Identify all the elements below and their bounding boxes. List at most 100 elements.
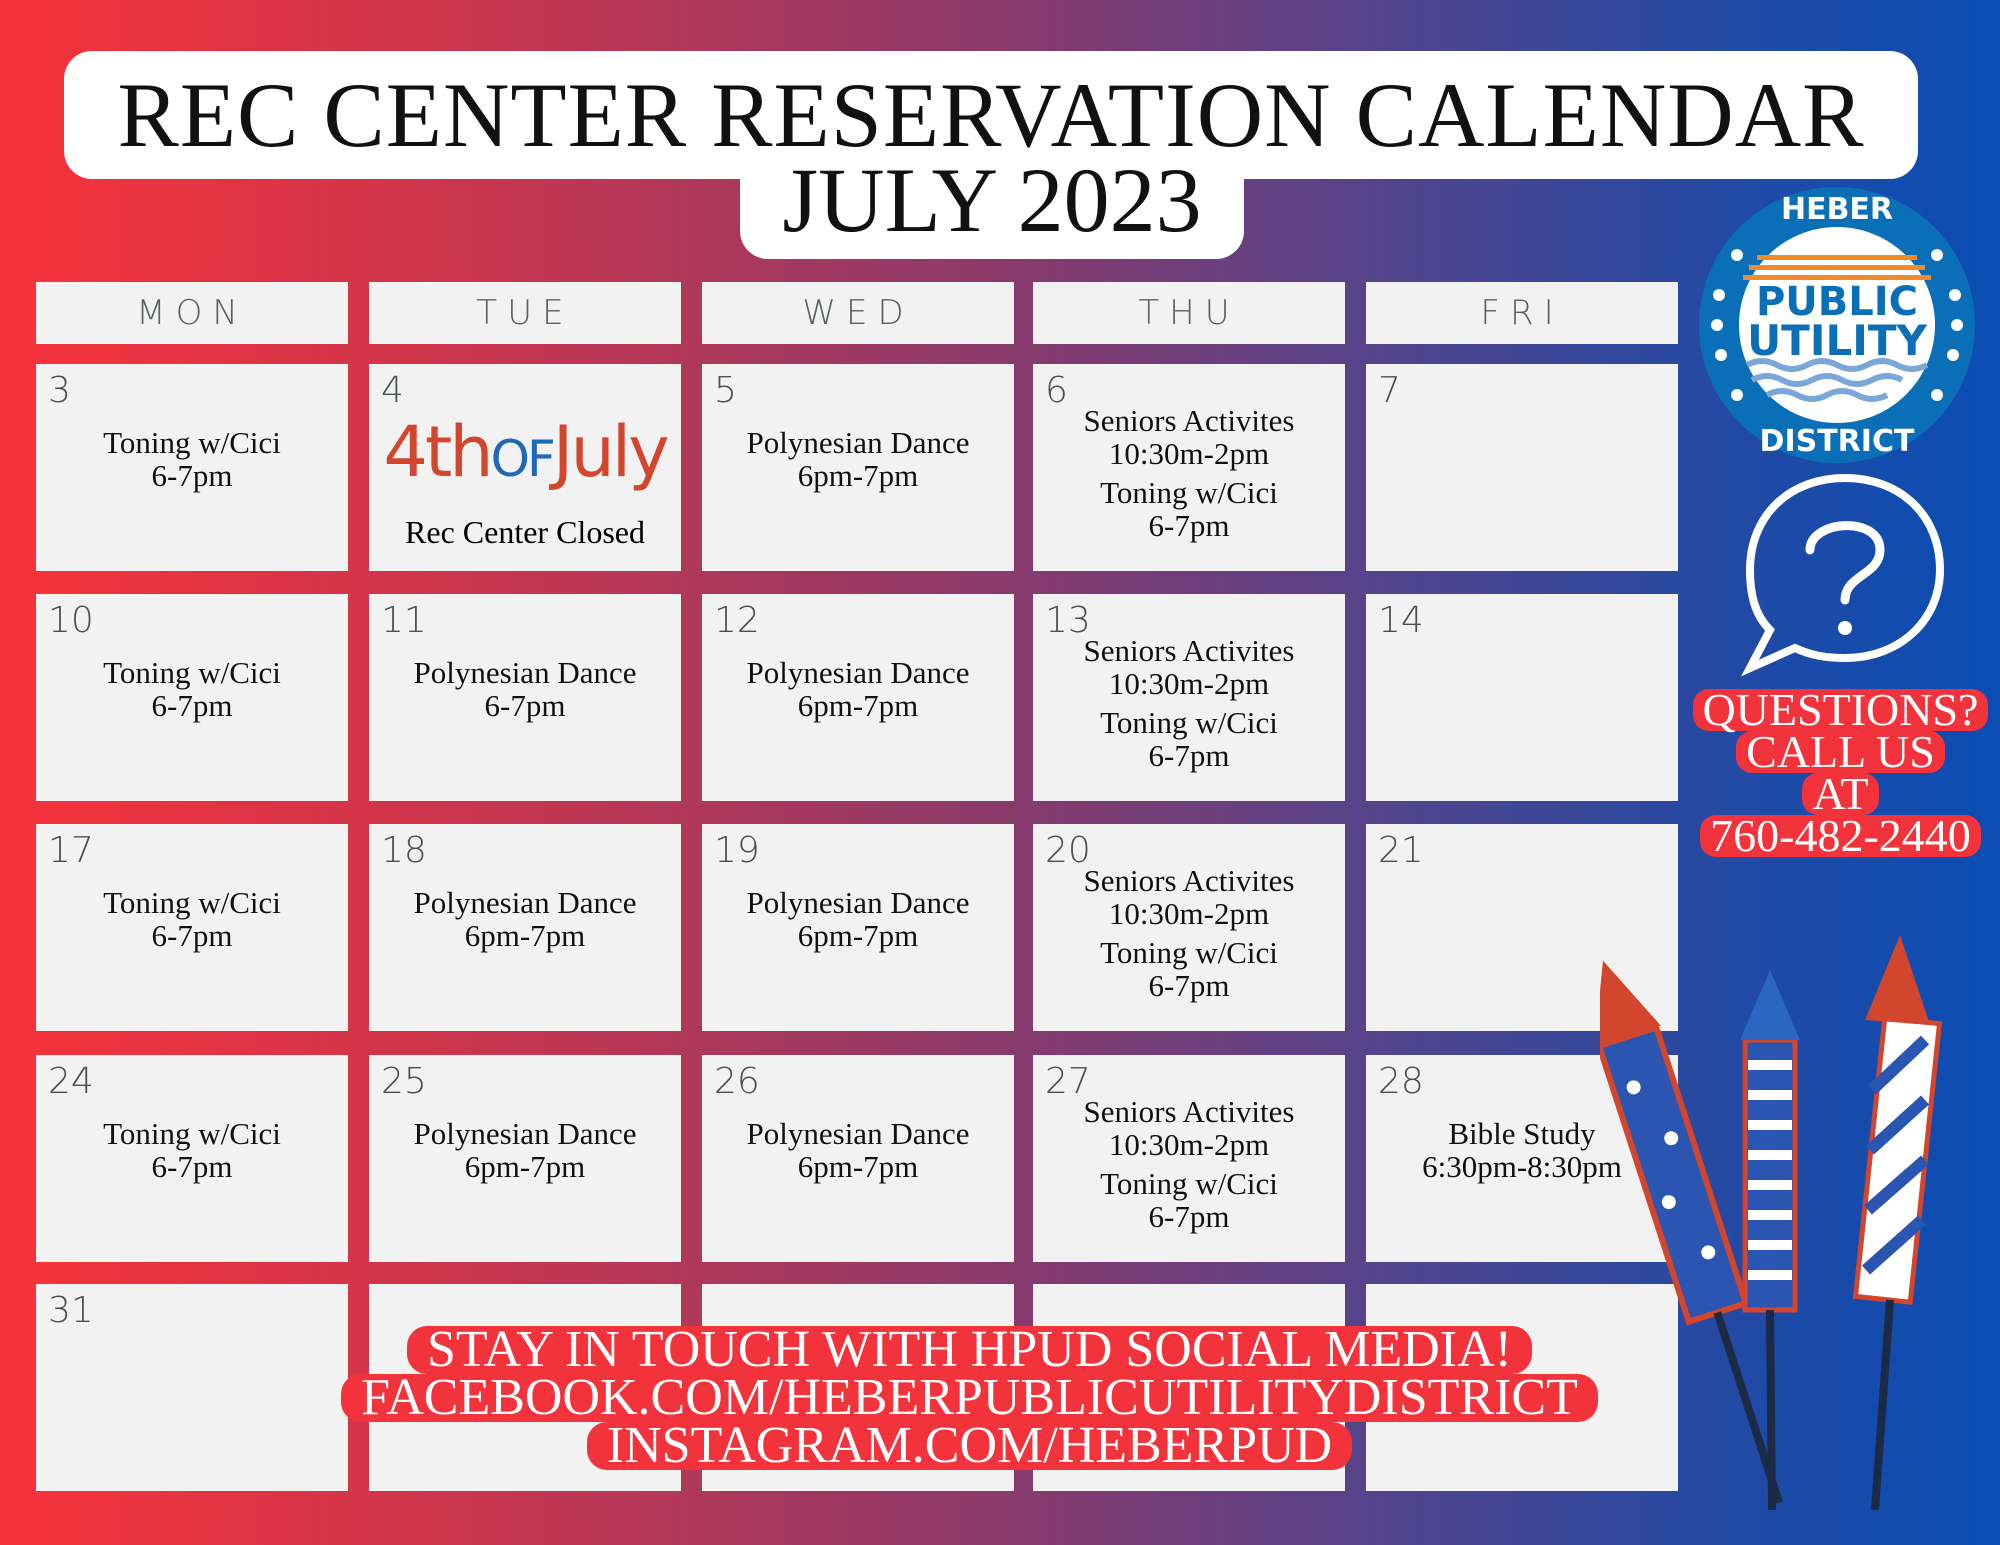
day-number: 3 — [48, 370, 71, 411]
event-title: Toning w/Cici — [103, 885, 281, 920]
event: Toning w/Cici 6-7pm — [36, 886, 348, 952]
day-number: 31 — [48, 1290, 94, 1331]
day-cell[interactable]: 10 Toning w/Cici 6-7pm — [36, 594, 348, 801]
day-cell[interactable]: 26 Polynesian Dance 6pm-7pm — [702, 1055, 1014, 1262]
day-cell[interactable]: 14 — [1366, 594, 1678, 801]
event: Toning w/Cici 6-7pm — [36, 656, 348, 722]
day-cell[interactable]: 5 Polynesian Dance 6pm-7pm — [702, 364, 1014, 571]
event: Toning w/Cici 6-7pm — [1033, 476, 1345, 542]
event: Toning w/Cici 6-7pm — [1033, 936, 1345, 1002]
event: Seniors Activites 10:30m-2pm — [1033, 634, 1345, 700]
event: Bible Study 6:30pm-8:30pm — [1366, 1117, 1678, 1183]
event-time: 6-7pm — [1148, 738, 1230, 773]
event-list: Seniors Activites 10:30m-2pm Toning w/Cici… — [1033, 1095, 1345, 1239]
event-time: 10:30m-2pm — [1108, 436, 1270, 471]
event-list: Polynesian Dance 6pm-7pm — [369, 1117, 681, 1189]
holiday-logo-part: OF — [490, 430, 556, 488]
event-list: Polynesian Dance 6pm-7pm — [702, 426, 1014, 498]
day-cell[interactable]: 25 Polynesian Dance 6pm-7pm — [369, 1055, 681, 1262]
day-cell[interactable]: 28 Bible Study 6:30pm-8:30pm — [1366, 1055, 1678, 1262]
event-time: 6:30pm-8:30pm — [1422, 1149, 1622, 1184]
event-title: Toning w/Cici — [1100, 705, 1278, 740]
svg-text:PUBLIC: PUBLIC — [1756, 279, 1918, 325]
day-number: 25 — [381, 1061, 427, 1102]
questions-line: CALL US — [1736, 729, 1945, 775]
event: Polynesian Dance 6-7pm — [369, 656, 681, 722]
event-title: Seniors Activites — [1083, 1094, 1295, 1129]
day-cell[interactable]: 27 Seniors Activites 10:30m-2pm Toning w/Ci… — [1033, 1055, 1345, 1262]
title-month: JULY 2023 — [740, 154, 1244, 259]
holiday-logo-part: July — [552, 411, 670, 493]
day-number: 6 — [1045, 370, 1068, 411]
day-cell[interactable]: 4 4thOFJuly Rec Center Closed — [369, 364, 681, 571]
instagram-link[interactable]: INSTAGRAM.COM/HEBERPUD — [586, 1420, 1353, 1472]
day-number: 21 — [1378, 830, 1424, 871]
day-cell[interactable]: 11 Polynesian Dance 6-7pm — [369, 594, 681, 801]
event-title: Toning w/Cici — [1100, 475, 1278, 510]
event: Toning w/Cici 6-7pm — [1033, 706, 1345, 772]
day-cell[interactable]: 3 Toning w/Cici 6-7pm — [36, 364, 348, 571]
event-title: Polynesian Dance — [413, 885, 637, 920]
day-number: 20 — [1045, 830, 1091, 871]
day-cell[interactable]: 13 Seniors Activites 10:30m-2pm Toning w/Ci… — [1033, 594, 1345, 801]
event-list: Polynesian Dance 6pm-7pm — [702, 1117, 1014, 1189]
event: Polynesian Dance 6pm-7pm — [702, 656, 1014, 722]
questions-line: AT — [1802, 771, 1879, 817]
event-list: Polynesian Dance 6pm-7pm — [702, 886, 1014, 958]
event: Toning w/Cici 6-7pm — [1033, 1167, 1345, 1233]
day-number: 11 — [381, 600, 427, 641]
event-title: Polynesian Dance — [746, 885, 970, 920]
heber-pud-logo: PUBLIC UTILITY HEBER DISTRICT — [1699, 187, 1975, 463]
event-time: 10:30m-2pm — [1108, 666, 1270, 701]
event-time: 6-7pm — [151, 1149, 233, 1184]
event-time: 6-7pm — [151, 688, 233, 723]
event-list: Seniors Activites 10:30m-2pm Toning w/Cici… — [1033, 864, 1345, 1008]
day-number: 18 — [381, 830, 427, 871]
event-time: 6pm-7pm — [464, 918, 586, 953]
event-time: 6-7pm — [151, 918, 233, 953]
event-title: Polynesian Dance — [746, 655, 970, 690]
event-title: Toning w/Cici — [103, 655, 281, 690]
day-cell[interactable]: 12 Polynesian Dance 6pm-7pm — [702, 594, 1014, 801]
event-time: 6pm-7pm — [797, 918, 919, 953]
event-title: Toning w/Cici — [1100, 1166, 1278, 1201]
svg-text:HEBER: HEBER — [1781, 192, 1893, 227]
weekday-header-wed: WED — [702, 282, 1014, 344]
phone-number[interactable]: 760-482-2440 — [1700, 813, 1981, 859]
event: Polynesian Dance 6pm-7pm — [702, 426, 1014, 492]
social-media-banner: STAY IN TOUCH WITH HPUD SOCIAL MEDIA! FA… — [268, 1314, 1671, 1486]
day-number: 14 — [1378, 600, 1424, 641]
day-cell[interactable]: 24 Toning w/Cici 6-7pm — [36, 1055, 348, 1262]
fireworks-rockets-illustration — [1600, 935, 1943, 1511]
day-cell[interactable]: 7 — [1366, 364, 1678, 571]
weekday-header-fri: FRI — [1366, 282, 1678, 344]
day-cell[interactable]: 6 Seniors Activites 10:30m-2pm Toning w/Cic… — [1033, 364, 1345, 571]
day-number: 13 — [1045, 600, 1091, 641]
facebook-link[interactable]: FACEBOOK.COM/HEBERPUBLICUTILITYDISTRICT — [341, 1372, 1598, 1424]
event-list: Polynesian Dance 6pm-7pm — [369, 886, 681, 958]
day-number: 12 — [714, 600, 760, 641]
day-cell[interactable]: 17 Toning w/Cici 6-7pm — [36, 824, 348, 1031]
event-time: 6-7pm — [1148, 968, 1230, 1003]
day-cell[interactable]: 20 Seniors Activites 10:30m-2pm Toning w/Ci… — [1033, 824, 1345, 1031]
event-list: Toning w/Cici 6-7pm — [36, 1117, 348, 1189]
day-number: 28 — [1378, 1061, 1424, 1102]
event-time: 6pm-7pm — [464, 1149, 586, 1184]
event-time: 6-7pm — [151, 458, 233, 493]
day-cell[interactable]: 19 Polynesian Dance 6pm-7pm — [702, 824, 1014, 1031]
event-time: 6pm-7pm — [797, 688, 919, 723]
event-time: 10:30m-2pm — [1108, 1127, 1270, 1162]
weekday-header-mon: MON — [36, 282, 348, 344]
day-cell[interactable]: 18 Polynesian Dance 6pm-7pm — [369, 824, 681, 1031]
event: Seniors Activites 10:30m-2pm — [1033, 1095, 1345, 1161]
event-title: Seniors Activites — [1083, 403, 1295, 438]
day-number: 10 — [48, 600, 94, 641]
event-title: Seniors Activites — [1083, 863, 1295, 898]
event-title: Toning w/Cici — [103, 425, 281, 460]
questions-callout: QUESTIONS? CALL US AT 760-482-2440 — [1681, 687, 2000, 859]
day-cell[interactable]: 31 — [36, 1284, 348, 1491]
event-title: Polynesian Dance — [413, 655, 637, 690]
event: Polynesian Dance 6pm-7pm — [369, 886, 681, 952]
event-title: Polynesian Dance — [746, 1116, 970, 1151]
event-title: Polynesian Dance — [413, 1116, 637, 1151]
